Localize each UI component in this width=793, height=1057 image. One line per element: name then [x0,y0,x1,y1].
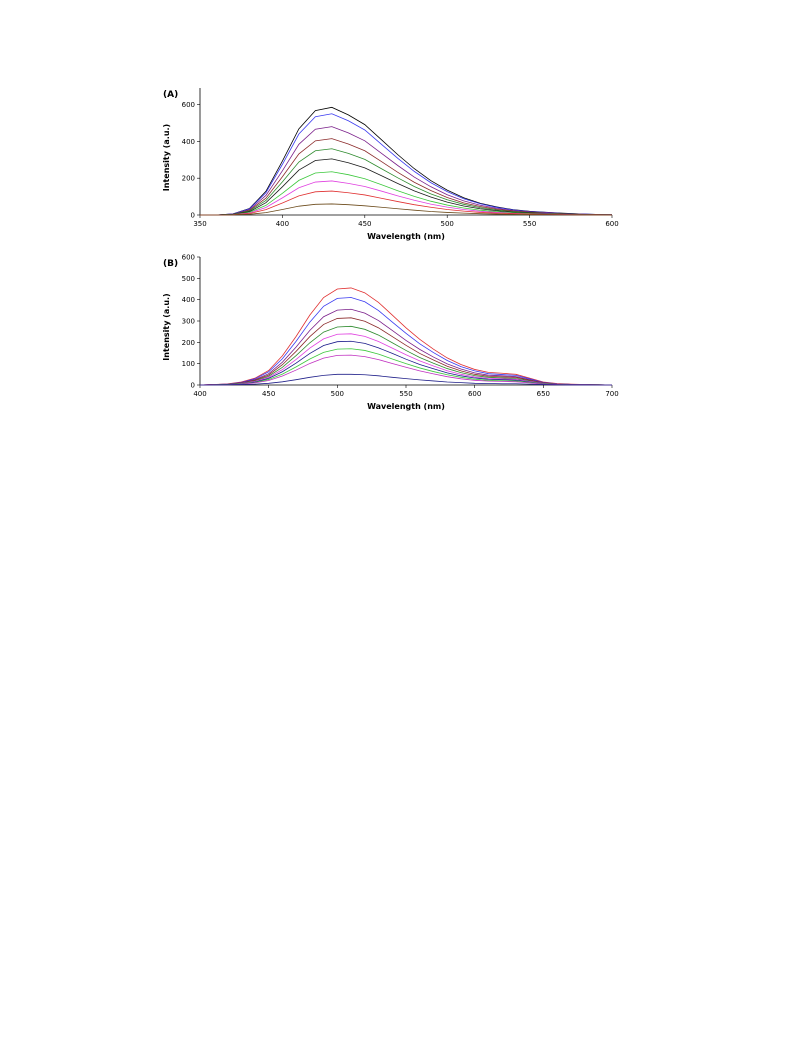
panel-label: (B) [163,259,178,269]
x-tick-label: 400 [193,390,206,398]
y-tick-label: 600 [182,254,195,262]
y-axis-label: Intensity (a.u.) [162,124,171,191]
x-tick-label: 450 [358,220,371,228]
spectrum-line [199,308,613,386]
y-tick-label: 400 [182,138,195,146]
y-tick-label: 200 [182,175,195,183]
x-tick-label: 700 [605,390,618,398]
x-tick-label: 450 [262,390,275,398]
y-tick-label: 100 [182,360,195,368]
x-tick-label: 500 [331,390,344,398]
spectrum-line [200,180,612,216]
spectrum-line [200,203,612,216]
y-tick-label: 300 [182,318,195,326]
spectrum-line [199,297,613,386]
x-tick-label: 600 [468,390,481,398]
y-axis-label: Intensity (a.u.) [162,293,171,360]
y-tick-label: 600 [182,101,195,109]
y-tick-label: 0 [191,212,195,220]
x-axis-label: Wavelength (nm) [367,232,445,241]
x-axis-label: Wavelength (nm) [367,402,445,411]
y-tick-label: 400 [182,296,195,304]
x-tick-label: 550 [523,220,536,228]
y-tick-label: 500 [182,275,195,283]
panel-label: (A) [163,90,178,100]
spectrum-line [199,325,613,386]
y-tick-label: 200 [182,339,195,347]
x-tick-label: 350 [193,220,206,228]
spectrum-line [199,354,612,386]
x-tick-label: 400 [276,220,289,228]
spectrum-line [200,373,612,386]
x-tick-label: 500 [441,220,454,228]
y-tick-label: 0 [191,382,195,390]
x-tick-label: 650 [537,390,550,398]
spectrum-line [200,158,613,216]
x-tick-label: 550 [399,390,412,398]
x-tick-label: 600 [605,220,618,228]
spectrum-line [199,287,613,386]
spectrum-line [200,113,613,216]
